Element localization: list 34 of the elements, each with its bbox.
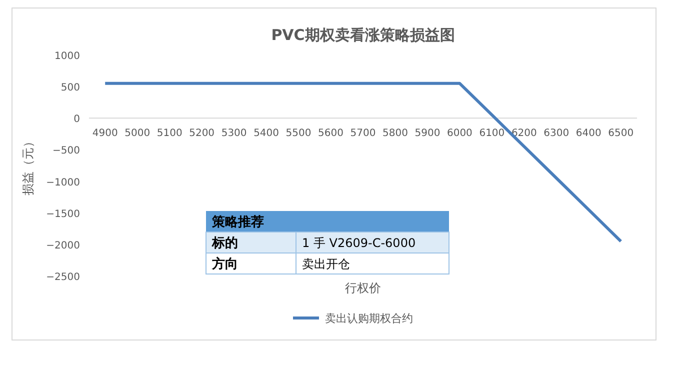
x-tick-label: 5800 — [382, 128, 408, 140]
x-tick-label: 5000 — [124, 128, 150, 140]
x-tick-label: 5100 — [156, 128, 182, 140]
x-tick-label: 5200 — [189, 128, 215, 140]
x-tick-label: 5600 — [318, 128, 344, 140]
x-tick-label: 6400 — [576, 128, 602, 140]
y-tick-label: −2000 — [46, 240, 80, 252]
x-tick-label: 6000 — [446, 128, 472, 140]
x-tick-label: 5500 — [286, 128, 312, 140]
annotation: 策略推荐 — [211, 214, 264, 230]
y-tick-label: −1500 — [46, 208, 80, 220]
x-tick-label: 4900 — [92, 128, 118, 140]
x-tick-label: 6200 — [511, 128, 537, 140]
y-axis-title: 损益（元） — [21, 136, 35, 196]
y-tick-label: 500 — [60, 82, 80, 94]
y-tick-label: −500 — [52, 146, 80, 157]
annotation: 方向 — [211, 256, 238, 272]
annotation: 1 手 V2609-C-6000 — [302, 236, 416, 250]
x-tick-label: 5300 — [221, 128, 247, 140]
chart-title: PVC期权卖看涨策略损益图 — [271, 26, 455, 44]
x-tick-label: 6100 — [479, 128, 505, 140]
x-tick-label: 5400 — [254, 128, 280, 140]
y-tick-label: 0 — [74, 114, 80, 126]
x-tick-label: 5700 — [350, 128, 376, 140]
x-tick-label: 5900 — [414, 128, 440, 140]
legend-label: 卖出认购期权合约 — [325, 312, 413, 325]
annotation: 卖出开仓 — [302, 257, 350, 271]
x-tick-label: 6500 — [608, 128, 634, 140]
y-tick-label: 1000 — [54, 51, 80, 62]
y-tick-label: −1000 — [46, 177, 80, 188]
y-tick-label: −2500 — [46, 272, 80, 283]
x-axis-title: 行权价 — [345, 281, 381, 295]
x-tick-label: 6300 — [544, 128, 570, 140]
annotation: 标的 — [211, 236, 238, 251]
